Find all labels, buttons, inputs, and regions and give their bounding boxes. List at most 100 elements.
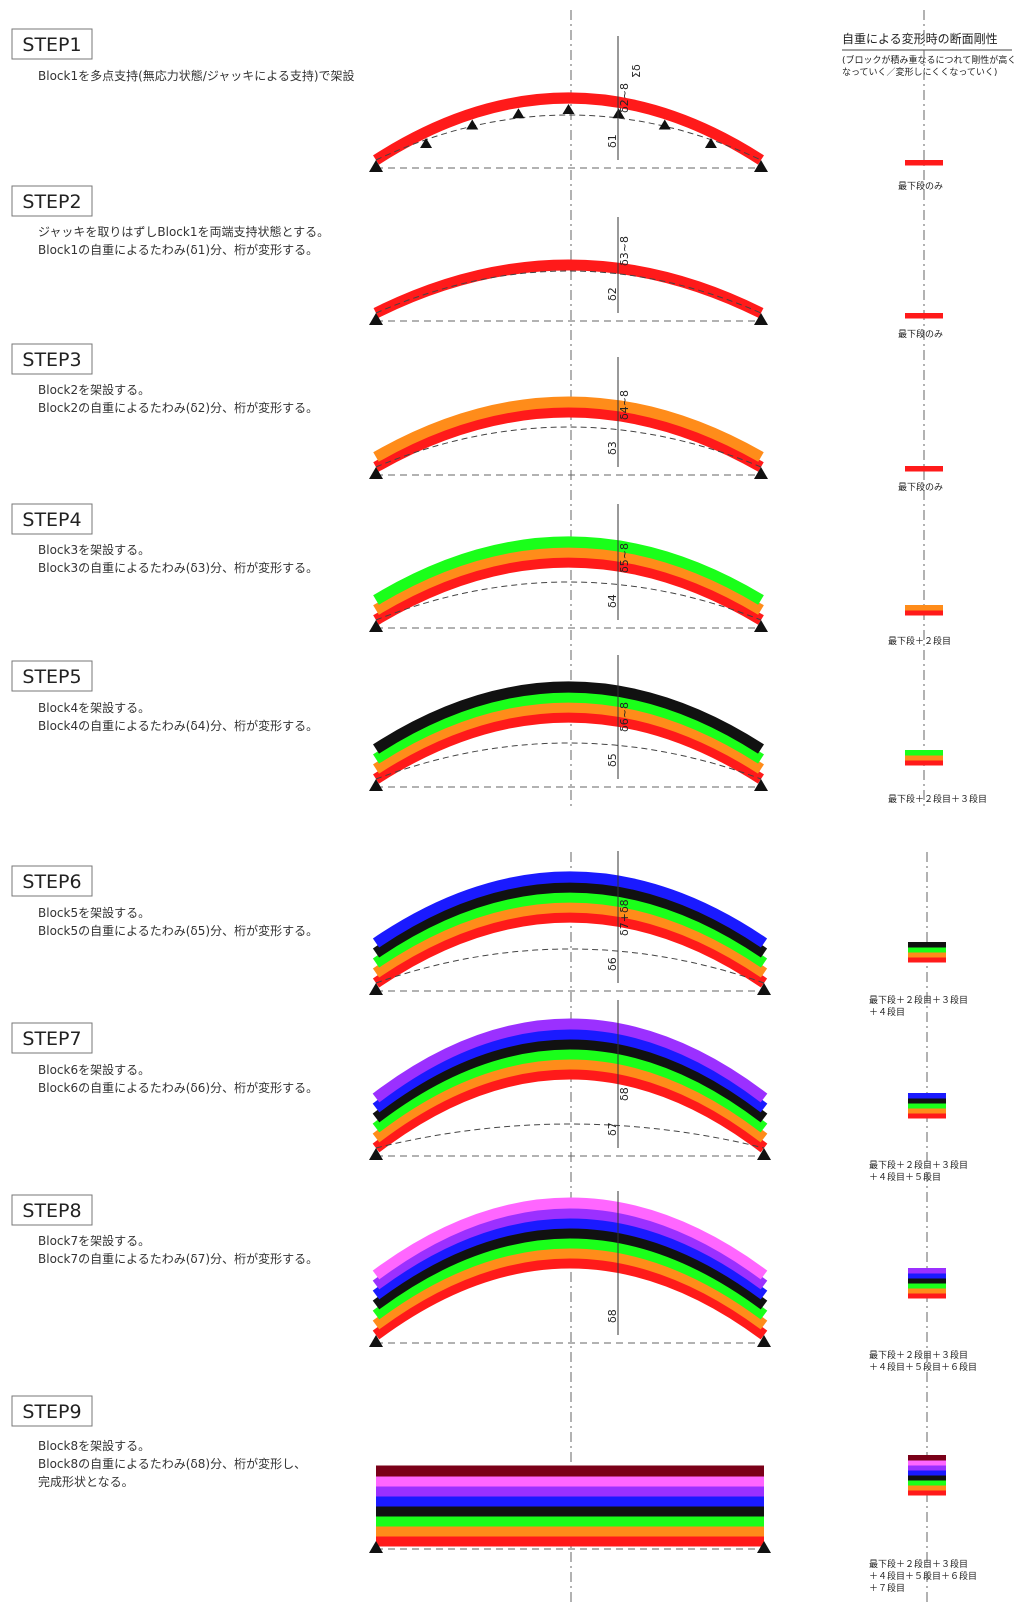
section-layer-1 (905, 313, 943, 319)
steps-layer: STEP1 Block1を多点支持(無応力状態/ジャッキによる支持)で架設 δ1 δ2… (11, 28, 987, 1594)
section-label: 最下段のみ (898, 481, 943, 493)
girder-block-3 (373, 536, 764, 605)
girder-block-5 (372, 1217, 768, 1300)
jack-support-icon (612, 108, 625, 119)
section-layer-3 (908, 947, 946, 953)
step-description: Block2の自重によるたわみ(δ2)分、桁が変形する。 (38, 400, 318, 415)
girder-block-2 (373, 546, 764, 615)
step-label: STEP2 (22, 191, 81, 213)
section-label: ＋４段目＋５段目＋６段目 (869, 1361, 977, 1373)
jack-support-icon (704, 137, 717, 148)
deflection-dimension-label: δ1 (606, 134, 619, 148)
left-support-icon (369, 1148, 383, 1160)
left-support-icon (369, 620, 383, 632)
step-label: STEP7 (22, 1028, 81, 1050)
girder-block-1 (373, 711, 764, 784)
section-label: ＋７段目 (869, 1582, 905, 1594)
section-label: 最下段＋２段目 (888, 635, 951, 647)
girder-block-1 (372, 1068, 768, 1153)
jack-support-icon (466, 119, 479, 130)
section-layer-4 (908, 1098, 946, 1104)
step-description: Block6を架設する。 (38, 1062, 150, 1077)
girder-block-4 (373, 681, 764, 754)
step-description: Block5の自重によるたわみ(δ5)分、桁が変形する。 (38, 923, 318, 938)
jack-support-icon (658, 119, 671, 130)
section-label: 最下段＋２段目＋３段目 (869, 1558, 968, 1570)
step-label-box (11, 28, 93, 60)
girder-block-4 (372, 881, 768, 958)
target-shape-curve (375, 114, 762, 161)
deflection-dimension-label: δ7 (606, 1122, 619, 1136)
step-label: STEP9 (22, 1401, 81, 1423)
girder-block-2 (373, 701, 764, 774)
deflection-dimension-label: δ8 (618, 1087, 631, 1101)
right-support-icon (754, 467, 768, 479)
girder-block-2 (372, 1247, 768, 1330)
girder-block-5 (372, 871, 768, 948)
section-label: 最下段＋２段目＋３段目 (869, 994, 968, 1006)
section-label: 最下段＋２段目＋３段目 (888, 793, 987, 805)
section-layer-2 (908, 1485, 946, 1491)
section-layer-5 (908, 1273, 946, 1279)
step-2: STEP2 ジャッキを取りはずしBlock1を両端支持状態とする。 Block1の自… (11, 185, 943, 340)
stiffness-header-note-1: (ブロックが積み重なるにつれて剛性が高く (842, 54, 1016, 66)
girder-block-3 (372, 1237, 768, 1320)
section-label: 最下段のみ (898, 328, 943, 340)
target-shape-curve (375, 426, 762, 468)
target-shape-curve (375, 1123, 765, 1149)
step-label-box (11, 503, 93, 535)
section-layer-3 (908, 1480, 946, 1486)
section-layer-3 (908, 1103, 946, 1109)
girder-block-7 (372, 1197, 768, 1280)
section-label: 最下段＋２段目＋３段目 (869, 1159, 968, 1171)
step-description: Block4の自重によるたわみ(δ4)分、桁が変形する。 (38, 718, 318, 733)
left-support-icon (369, 313, 383, 325)
right-support-icon (757, 1335, 771, 1347)
deflection-dimension-label: δ8 (606, 1309, 619, 1323)
girder-block-1 (373, 556, 764, 625)
step-description: ジャッキを取りはずしBlock1を両端支持状態とする。 (38, 224, 329, 239)
section-label: 最下段＋２段目＋３段目 (869, 1349, 968, 1361)
section-layer-1 (905, 160, 943, 166)
section-layer-5 (908, 1093, 946, 1099)
right-support-icon (757, 1541, 771, 1553)
section-layer-3 (905, 750, 943, 756)
girder-block-4 (372, 1227, 768, 1310)
deflection-dimension-label: δ6 (606, 957, 619, 971)
step-9: STEP9 Block8を架設する。 Block8の自重によるたわみ(δ8)分、桁が… (11, 1395, 977, 1594)
section-layer-2 (905, 605, 943, 611)
section-layer-1 (908, 1490, 946, 1496)
section-layer-4 (908, 1278, 946, 1284)
step-description: Block7を架設する。 (38, 1233, 150, 1248)
deflection-dimension-label: Σδ (630, 64, 643, 78)
deflection-dimension-label: δ2 (606, 287, 619, 301)
left-support-icon (369, 1335, 383, 1347)
section-layer-1 (905, 610, 943, 616)
girder-block-1 (373, 259, 764, 318)
step-label: STEP4 (22, 509, 81, 531)
section-layer-6 (908, 1268, 946, 1274)
deflection-dimension-label: δ4~8 (618, 390, 631, 420)
girder-block-2 (372, 901, 768, 978)
stiffness-header-title: 自重による変形時の断面剛性 (842, 31, 998, 46)
step-label-box (11, 660, 93, 692)
girder-block-3 (372, 891, 768, 968)
girder-block-5 (372, 1028, 768, 1113)
right-support-icon (757, 1148, 771, 1160)
step-label-box (11, 185, 93, 217)
left-support-icon (369, 779, 383, 791)
step-description: Block8を架設する。 (38, 1438, 150, 1453)
step-description: 完成形状となる。 (38, 1474, 134, 1489)
step-description: Block8の自重によるたわみ(δ8)分、桁が変形し、 (38, 1456, 306, 1471)
girder-block-4 (372, 1038, 768, 1123)
step-5: STEP5 Block4を架設する。 Block4の自重によるたわみ(δ4)分、桁が… (11, 655, 987, 805)
jack-support-icon (420, 137, 433, 148)
step-description: Block5を架設する。 (38, 905, 150, 920)
section-layer-2 (905, 755, 943, 761)
step-label-box (11, 865, 93, 897)
target-shape-curve (375, 742, 762, 780)
section-layer-2 (908, 1288, 946, 1294)
step-label: STEP6 (22, 871, 81, 893)
step-description: Block2を架設する。 (38, 382, 150, 397)
step-description: Block1を多点支持(無応力状態/ジャッキによる支持)で架設 (38, 68, 355, 83)
